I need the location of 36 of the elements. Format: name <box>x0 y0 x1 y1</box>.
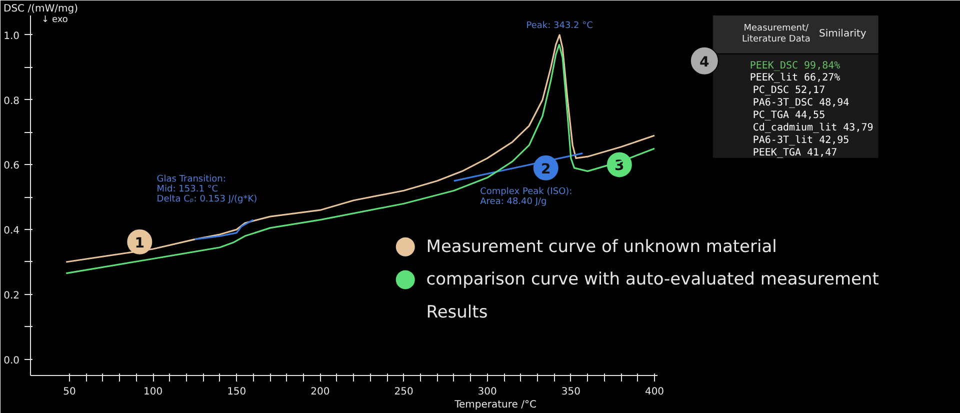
legend-label: Measurement curve of unknown material <box>426 236 777 257</box>
y-tick-label: 0.4 <box>4 226 20 237</box>
x-tick-label: 150 <box>227 386 246 398</box>
annotation: 2 <box>540 161 551 178</box>
x-tick-label: 100 <box>143 386 163 398</box>
x-tick-label: 250 <box>394 386 414 398</box>
y-axis-title: DSC /(mW/mg) <box>4 4 78 14</box>
y-tick-label: 0.2 <box>4 290 20 302</box>
text: Cd_cadmium_lit 43,79 <box>752 122 874 134</box>
x-tick-label: 350 <box>561 386 580 398</box>
text: PEEK_lit 66,27% <box>750 72 840 84</box>
y-tick-label: 1.0 <box>4 30 20 42</box>
text: PA6-3T_DSC 48,94 <box>752 98 850 109</box>
annotation: Complex Peak (ISO): Area: 48.40 J/g <box>480 187 572 208</box>
annotation: 1 <box>134 235 145 252</box>
annotation: Results <box>426 302 488 323</box>
x-tick-label: 300 <box>478 386 497 398</box>
y-tick-label: 0.6 <box>4 160 20 172</box>
text: Measurement/ Literature Data <box>742 23 810 44</box>
text: PC_TGA 44,55 <box>752 110 826 122</box>
text: PC_DSC 52,17 <box>752 85 826 96</box>
text: Similarity <box>819 28 866 40</box>
annotation: Peak: 343.2 °C <box>526 20 593 31</box>
text: 4 <box>700 54 710 70</box>
x-tick-label: 50 <box>63 386 76 398</box>
text: PEEK_TGA 41,47 <box>752 147 838 158</box>
annotation: Glas Transition: Mid: 153.1 °C Delta Cₚ: 0.153 J/(g*K) <box>156 174 258 204</box>
x-tick-label: 400 <box>644 386 664 398</box>
text: PA6-3T_lit 42,95 <box>752 134 850 146</box>
x-axis-title: Temperature /°C <box>454 400 536 410</box>
y-tick-label: 0.8 <box>4 96 20 107</box>
legend-label: comparison curve with auto-evaluated measurement <box>426 270 880 290</box>
x-tick-label: 200 <box>310 386 330 398</box>
annotation: ↓ exo <box>42 15 68 26</box>
y-tick-label: 0.0 <box>4 355 20 366</box>
text: PEEK_DSC 99,84% <box>750 60 840 72</box>
